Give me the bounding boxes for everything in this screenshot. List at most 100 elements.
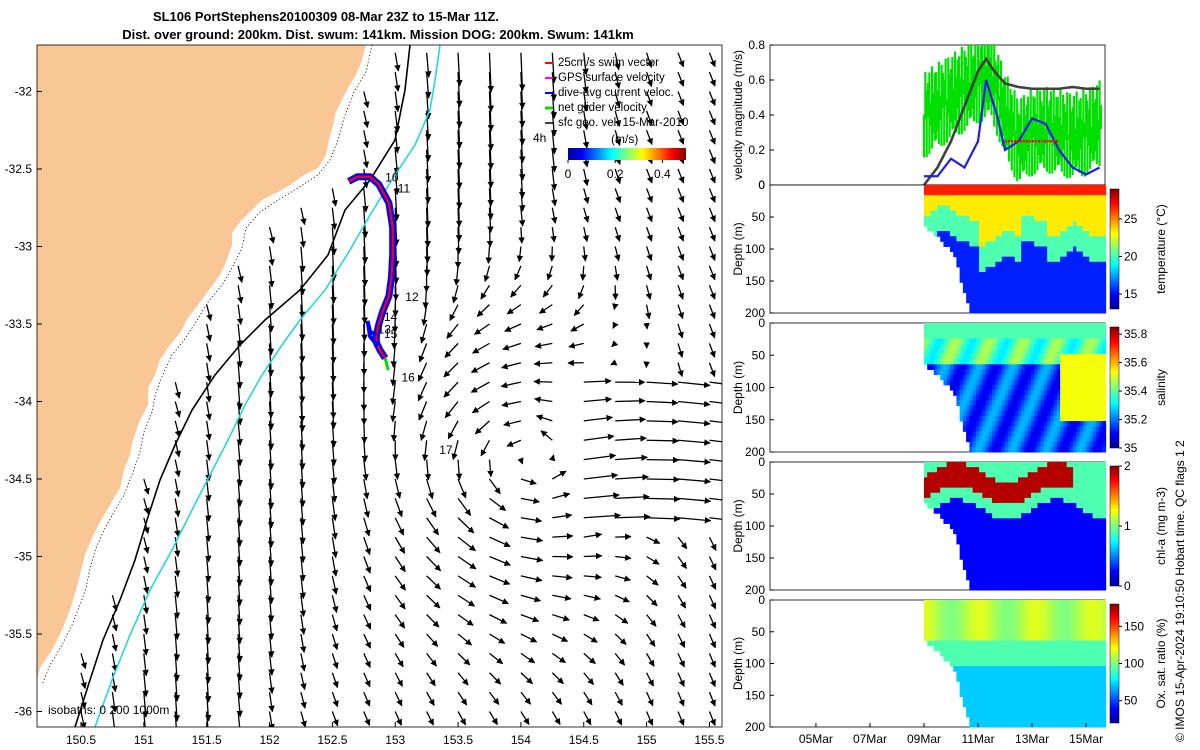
salinity-cell — [1053, 441, 1058, 448]
velocity-arrow — [204, 595, 212, 624]
temperature-cell — [966, 292, 970, 299]
temperature-cell — [985, 236, 990, 242]
salinity-cell — [1011, 374, 1016, 381]
salinity-cell — [969, 395, 974, 401]
salinity-cell — [1024, 400, 1029, 407]
chla-cell — [953, 502, 958, 509]
oxygen-cell — [988, 686, 993, 692]
salinity-cell — [962, 426, 967, 432]
chla-cell — [943, 487, 948, 494]
temperature-cell — [1043, 261, 1048, 268]
velocity-arrow — [519, 130, 526, 164]
chla-cell — [1005, 513, 1009, 519]
temperature-cell — [1030, 205, 1035, 212]
oxygen-cell — [940, 645, 945, 652]
temperature-cell — [1050, 210, 1055, 217]
velocity-arrow — [363, 517, 371, 537]
temperature-cell — [1053, 195, 1058, 201]
temperature-cell — [1076, 195, 1081, 201]
oxygen-cell — [959, 686, 964, 692]
oxygen-cell — [975, 671, 980, 677]
temperature-cell — [1086, 287, 1090, 294]
chla-cell — [1102, 482, 1107, 489]
salinity-cell — [1056, 353, 1061, 360]
chla-cell — [1056, 492, 1061, 499]
chla-cell — [1099, 564, 1103, 571]
chla-cell — [1014, 497, 1019, 504]
temperature-cell — [1069, 225, 1074, 232]
temperature-cell — [1060, 225, 1064, 232]
temperature-cell — [1089, 307, 1094, 314]
salinity-cell — [1001, 405, 1006, 412]
chla-cell — [1069, 508, 1074, 514]
temperature-cell — [1024, 195, 1029, 201]
chla-cell — [946, 508, 951, 514]
temperature-cell — [979, 297, 983, 304]
temperature-cell — [1050, 185, 1055, 191]
temperature-cell — [927, 185, 932, 191]
velocity-arrow — [474, 323, 490, 335]
temperature-cell — [1079, 241, 1084, 247]
chla-cell — [1024, 482, 1029, 489]
chla-cell — [1063, 508, 1068, 514]
temperature-cell — [1069, 282, 1074, 288]
temperature-cell — [956, 236, 961, 242]
temperature-cell — [1037, 251, 1042, 258]
temperature-cell — [959, 236, 964, 242]
salinity-cell — [985, 338, 990, 345]
chla-cell — [1034, 543, 1039, 550]
oxygen-cell — [972, 701, 977, 708]
oxygen-cell — [943, 610, 948, 616]
chla-cell — [959, 513, 964, 519]
salinity-cell — [972, 405, 977, 412]
temperature-cell — [1053, 292, 1058, 299]
temperature-cell — [969, 246, 974, 253]
temperature-cell — [962, 272, 967, 278]
temperature-cell — [985, 282, 990, 288]
salinity-cell — [1030, 379, 1035, 386]
velocity-arrow — [615, 416, 647, 423]
oxygen-cell — [959, 655, 964, 662]
temperature-cell — [1056, 225, 1061, 232]
chla-cell — [982, 533, 987, 540]
chla-cell — [982, 508, 987, 514]
salinity-cell — [1056, 446, 1061, 453]
salinity-cell — [1076, 426, 1081, 432]
oxygen-cell — [962, 620, 967, 626]
oxygen-cell — [992, 660, 996, 667]
temperature-cell — [969, 241, 974, 247]
chla-cell — [1102, 543, 1107, 550]
chla-cell — [1089, 559, 1094, 565]
chla-cell — [995, 502, 1000, 509]
salinity-cell — [982, 364, 987, 370]
chla-cell — [949, 477, 954, 483]
chla-cell — [1040, 528, 1045, 535]
temperature-cell — [969, 200, 974, 206]
temperature-cell — [1063, 205, 1068, 212]
salinity-cell — [1089, 395, 1094, 401]
temperature-cell — [1027, 292, 1032, 299]
temperature-cell — [988, 277, 993, 283]
chla-cell — [1005, 564, 1009, 571]
salinity-cell — [969, 410, 974, 417]
temperature-cell — [1102, 292, 1107, 299]
salinity-cell — [995, 395, 1000, 401]
salinity-ytick-label: 100 — [745, 381, 765, 395]
oxygen-cell — [956, 625, 961, 631]
temperature-cell — [972, 246, 977, 253]
velocity-arrow — [267, 362, 275, 398]
oxygen-cell — [969, 711, 974, 718]
salinity-cell — [1079, 374, 1084, 381]
chla-cell — [1079, 467, 1084, 473]
temperature-cell — [1069, 220, 1074, 227]
salinity-cell — [979, 441, 983, 448]
velocity-arrow — [267, 537, 275, 567]
chla-cell — [1018, 523, 1022, 530]
chla-cell — [995, 569, 1000, 576]
temperature-cell — [988, 185, 993, 191]
salinity-cell — [1079, 348, 1084, 355]
salinity-cell — [1053, 431, 1058, 438]
temperature-cell — [992, 282, 996, 288]
salinity-cell — [979, 410, 983, 417]
chla-cell — [1102, 533, 1107, 540]
